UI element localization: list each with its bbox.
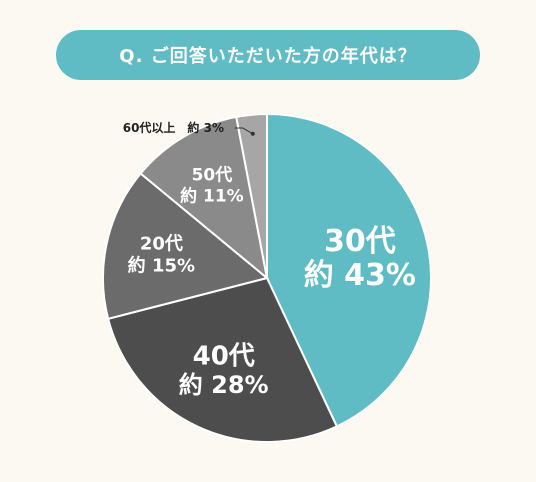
slice-value-50: 約 11% <box>180 185 244 206</box>
chart-title-banner: Q. ご回答いただいた方の年代は？ <box>56 30 480 80</box>
slice-label-60: 60代以上 約 3% <box>123 120 224 135</box>
slice-value-20: 約 15% <box>128 255 195 277</box>
pie-slice-1 <box>266 112 432 428</box>
slice-category-20: 20代 <box>140 234 183 255</box>
pie-slice-2 <box>106 276 339 444</box>
pie-slice-4 <box>139 115 269 281</box>
slice-category-40: 40代 <box>193 342 255 372</box>
pie-slice-5 <box>235 112 268 279</box>
slice-category-50: 50代 <box>192 164 233 185</box>
chart-title: Q. ご回答いただいた方の年代は？ <box>119 46 417 67</box>
slice-category-30: 30代 <box>324 224 396 259</box>
slice-value-40: 約 28% <box>179 371 269 399</box>
leader-line <box>234 127 254 135</box>
slice-value-30: 約 43% <box>304 258 416 293</box>
pie-slice-3 <box>102 172 270 321</box>
